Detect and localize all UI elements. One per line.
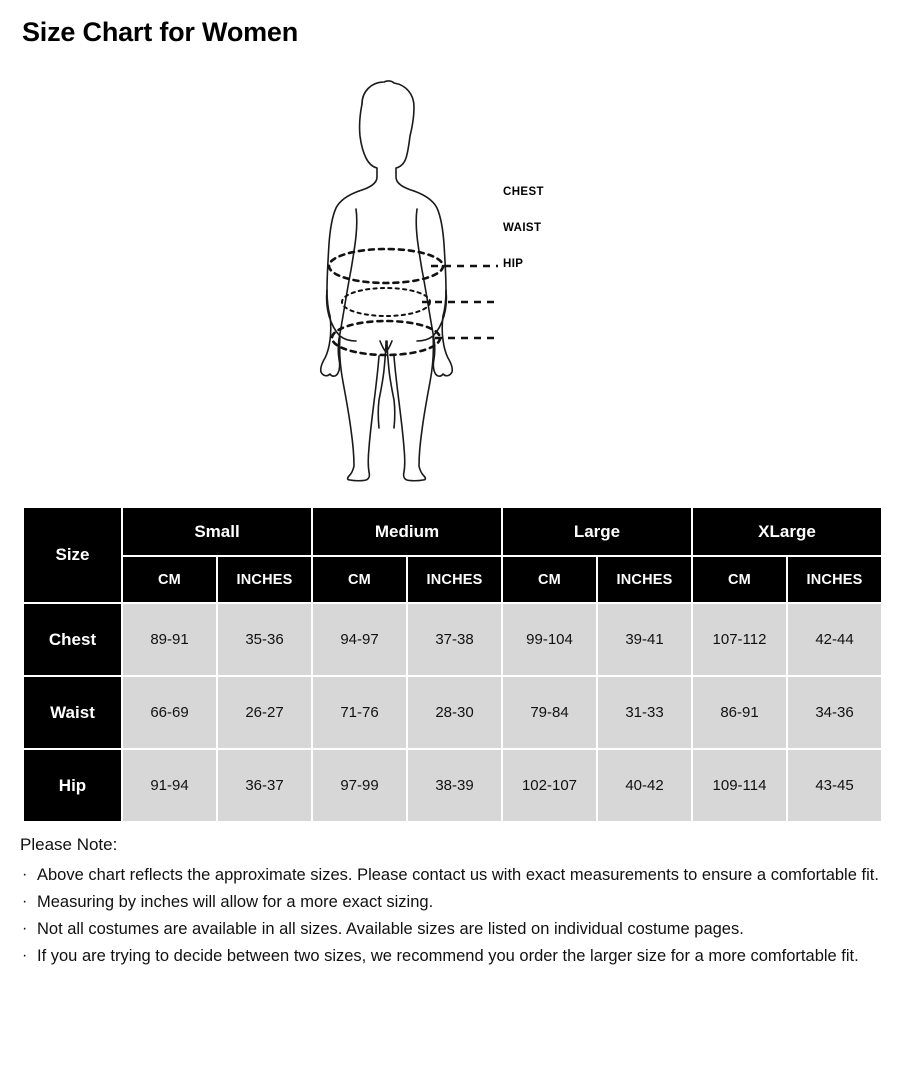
note-text: Above chart reflects the approximate siz… xyxy=(37,866,879,884)
cell-hip-small-cm: 91-94 xyxy=(123,750,216,821)
note-item: · Above chart reflects the approximate s… xyxy=(20,865,890,886)
cell-waist-large-cm: 79-84 xyxy=(503,677,596,748)
waist-ellipse xyxy=(341,287,431,317)
header-unit-medium-inches: INCHES xyxy=(408,557,501,602)
hip-label: HIP xyxy=(503,258,524,270)
cell-hip-medium-inches: 38-39 xyxy=(408,750,501,821)
note-text: Not all costumes are available in all si… xyxy=(37,920,744,939)
cell-waist-small-inches: 26-27 xyxy=(218,677,311,748)
cell-chest-xlarge-inches: 42-44 xyxy=(788,604,881,675)
chest-ellipse xyxy=(327,247,445,285)
bullet-icon: · xyxy=(22,947,28,965)
body-measurement-diagram: CHEST WAIST HIP xyxy=(300,78,600,483)
bullet-icon: · xyxy=(22,893,28,911)
header-group-xlarge: XLarge xyxy=(693,508,881,555)
header-unit-xlarge-inches: INCHES xyxy=(788,557,881,602)
header-size: Size xyxy=(24,508,121,602)
row-label-chest: Chest xyxy=(24,604,121,675)
cell-waist-large-inches: 31-33 xyxy=(598,677,691,748)
header-unit-medium-cm: CM xyxy=(313,557,406,602)
female-silhouette-svg xyxy=(319,80,498,482)
header-unit-large-cm: CM xyxy=(503,557,596,602)
cell-hip-medium-cm: 97-99 xyxy=(313,750,406,821)
cell-waist-xlarge-cm: 86-91 xyxy=(693,677,786,748)
cell-hip-xlarge-inches: 43-45 xyxy=(788,750,881,821)
header-group-medium: Medium xyxy=(313,508,501,555)
cell-hip-large-cm: 102-107 xyxy=(503,750,596,821)
cell-chest-small-cm: 89-91 xyxy=(123,604,216,675)
bullet-icon: · xyxy=(22,920,28,938)
table-row: Waist 66-69 26-27 71-76 28-30 79-84 31-3… xyxy=(24,677,881,748)
header-unit-xlarge-cm: CM xyxy=(693,557,786,602)
row-label-hip: Hip xyxy=(24,750,121,821)
table-header-row-units: CM INCHES CM INCHES CM INCHES CM INCHES xyxy=(24,557,881,602)
table-header-row-groups: Size Small Medium Large XLarge xyxy=(24,508,881,602)
header-group-small: Small xyxy=(123,508,311,555)
cell-hip-large-inches: 40-42 xyxy=(598,750,691,821)
cell-chest-medium-inches: 37-38 xyxy=(408,604,501,675)
header-group-large: Large xyxy=(503,508,691,555)
cell-waist-small-cm: 66-69 xyxy=(123,677,216,748)
note-text: Measuring by inches will allow for a mor… xyxy=(37,893,434,912)
row-label-waist: Waist xyxy=(24,677,121,748)
cell-waist-medium-cm: 71-76 xyxy=(313,677,406,748)
table-row: Chest 89-91 35-36 94-97 37-38 99-104 39-… xyxy=(24,604,881,675)
cell-waist-xlarge-inches: 34-36 xyxy=(788,677,881,748)
cell-chest-medium-cm: 94-97 xyxy=(313,604,406,675)
table-body: Chest 89-91 35-36 94-97 37-38 99-104 39-… xyxy=(24,604,881,821)
cell-chest-large-cm: 99-104 xyxy=(503,604,596,675)
note-text: If you are trying to decide between two … xyxy=(37,947,859,966)
cell-chest-large-inches: 39-41 xyxy=(598,604,691,675)
cell-hip-xlarge-cm: 109-114 xyxy=(693,750,786,821)
bullet-icon: · xyxy=(22,866,28,883)
header-unit-small-cm: CM xyxy=(123,557,216,602)
header-unit-small-inches: INCHES xyxy=(218,557,311,602)
page-title: Size Chart for Women xyxy=(22,17,299,47)
notes-section: Please Note: · Above chart reflects the … xyxy=(20,836,890,973)
cell-waist-medium-inches: 28-30 xyxy=(408,677,501,748)
note-item: · Not all costumes are available in all … xyxy=(20,919,890,940)
cell-chest-small-inches: 35-36 xyxy=(218,604,311,675)
cell-chest-xlarge-cm: 107-112 xyxy=(693,604,786,675)
header-unit-large-inches: INCHES xyxy=(598,557,691,602)
note-item: · Measuring by inches will allow for a m… xyxy=(20,892,890,913)
waist-label: WAIST xyxy=(503,222,542,234)
cell-hip-small-inches: 36-37 xyxy=(218,750,311,821)
note-item: · If you are trying to decide between tw… xyxy=(20,946,890,967)
table-header: Size Small Medium Large XLarge CM INCHES… xyxy=(24,508,881,602)
size-chart-table: Size Small Medium Large XLarge CM INCHES… xyxy=(22,506,883,823)
chest-label: CHEST xyxy=(503,186,544,198)
table-row: Hip 91-94 36-37 97-99 38-39 102-107 40-4… xyxy=(24,750,881,821)
notes-heading: Please Note: xyxy=(20,835,118,854)
